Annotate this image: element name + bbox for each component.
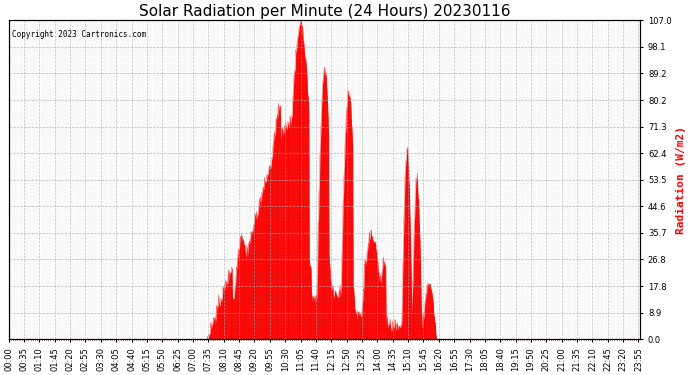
Text: Copyright 2023 Cartronics.com: Copyright 2023 Cartronics.com — [12, 30, 146, 39]
Y-axis label: Radiation (W/m2): Radiation (W/m2) — [676, 126, 686, 234]
Title: Solar Radiation per Minute (24 Hours) 20230116: Solar Radiation per Minute (24 Hours) 20… — [139, 4, 510, 19]
